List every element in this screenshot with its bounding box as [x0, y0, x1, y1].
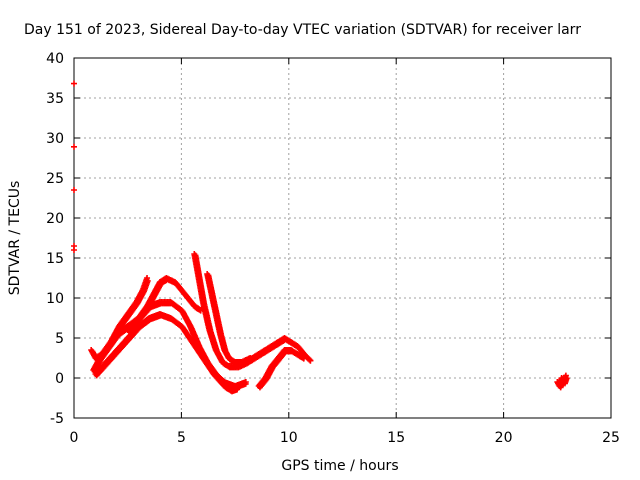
x-tick-label: 25	[602, 430, 620, 446]
series-sat-track-4	[124, 299, 249, 391]
x-tick-label: 0	[70, 430, 79, 446]
y-tick-label: 15	[46, 251, 64, 267]
data-point	[242, 379, 249, 385]
y-tick-label: 40	[46, 51, 64, 67]
x-tick-label: 15	[387, 430, 405, 446]
y-tick-label: 30	[46, 131, 64, 147]
y-tick-label: 10	[46, 291, 64, 307]
series-sat-track-6	[204, 271, 254, 367]
data-point	[71, 143, 77, 150]
x-tick-label: 20	[495, 430, 513, 446]
data-point	[562, 372, 569, 379]
data-point	[71, 247, 77, 253]
y-tick-label: 25	[46, 171, 64, 187]
y-tick-label: 5	[55, 331, 64, 347]
series-sat-track-8	[255, 347, 307, 391]
y-tick-label: 20	[46, 211, 64, 227]
data-point	[300, 355, 307, 361]
y-axis-label: SDTVAR / TECUs	[7, 181, 23, 296]
y-tick-label: 35	[46, 91, 64, 107]
y-tick-label: 0	[55, 371, 64, 387]
plot-frame	[73, 57, 612, 419]
x-tick-label: 10	[280, 430, 298, 446]
data-point	[307, 357, 314, 364]
x-axis-label: GPS time / hours	[281, 458, 398, 474]
chart-title: Day 151 of 2023, Sidereal Day-to-day VTE…	[24, 22, 581, 38]
x-tick-label: 5	[177, 430, 186, 446]
y-tick-label: -5	[50, 411, 64, 427]
series-isolated-outliers	[71, 80, 77, 253]
data-point	[144, 275, 151, 281]
series-sat-track-9	[554, 372, 570, 391]
data-point	[71, 187, 77, 193]
data-point	[71, 80, 77, 87]
series-sat-track-7	[242, 335, 314, 367]
series-sat-track-5	[191, 251, 249, 371]
